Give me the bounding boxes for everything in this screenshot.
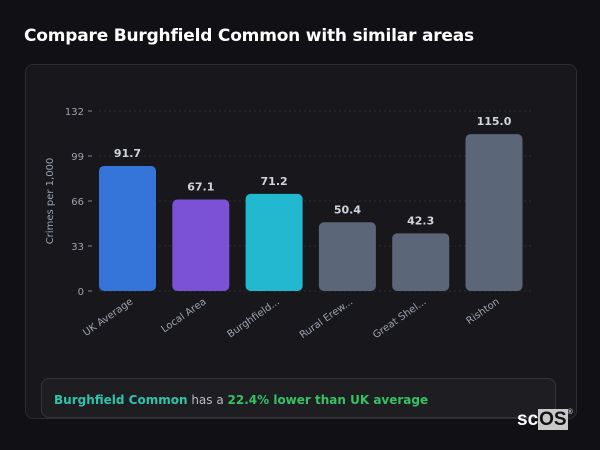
summary-box: Burghfield Common has a 22.4% lower than… <box>41 378 556 418</box>
watermark-logo: scOS® <box>517 409 573 430</box>
bar <box>99 165 156 291</box>
data-label: 42.3 <box>407 214 434 227</box>
x-tick-label: Local Area <box>160 296 209 335</box>
data-label: 71.2 <box>261 175 288 188</box>
summary-text: has a <box>187 393 228 407</box>
y-tick-label: 66 <box>71 197 84 208</box>
data-label: 50.4 <box>334 203 361 216</box>
bar <box>245 193 303 291</box>
x-tick-label: Burghfield... <box>226 296 282 340</box>
bar <box>318 222 376 291</box>
x-tick-label: UK Average <box>81 296 135 338</box>
bar <box>465 134 523 291</box>
bar <box>172 199 230 291</box>
x-tick-label: Great Shel... <box>371 296 428 341</box>
x-tick-label: Rishton <box>465 296 502 327</box>
bar <box>392 233 450 291</box>
y-axis-label: Crimes per 1,000 <box>45 158 56 245</box>
page-title: Compare Burghfield Common with similar a… <box>24 26 474 46</box>
data-label: 91.7 <box>114 147 141 160</box>
data-label: 67.1 <box>187 181 214 194</box>
y-tick-label: 33 <box>71 242 84 253</box>
data-label: 115.0 <box>477 115 512 128</box>
y-tick-label: 0 <box>78 287 84 298</box>
summary-area: Burghfield Common <box>54 393 188 407</box>
y-tick-label: 99 <box>71 152 84 163</box>
summary-comparison: 22.4% lower than UK average <box>227 393 429 407</box>
y-tick-label: 132 <box>65 107 84 118</box>
x-tick-label: Rural Erew... <box>298 296 355 341</box>
